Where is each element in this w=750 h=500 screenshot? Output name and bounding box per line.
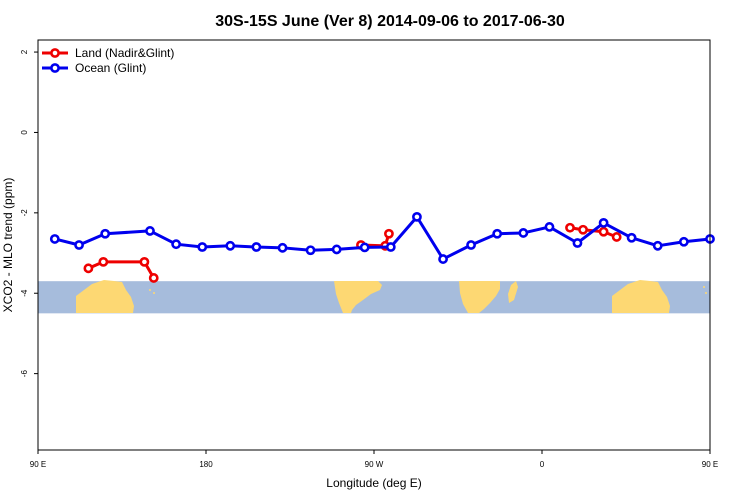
- x-tick-label: 90 E: [30, 460, 46, 469]
- series-1-point: [359, 242, 370, 253]
- x-tick-label: 90 W: [365, 460, 384, 469]
- series-1-point: [100, 228, 111, 239]
- island-dot: [705, 292, 707, 294]
- x-axis-label: Longitude (deg E): [326, 476, 421, 490]
- series-1-point: [305, 245, 316, 256]
- series-1-point: [544, 222, 555, 232]
- series-1-point: [572, 238, 583, 248]
- series-1-point: [171, 239, 182, 250]
- series-0-point: [139, 256, 150, 267]
- series-0-point: [565, 222, 575, 233]
- legend-label: Ocean (Glint): [75, 61, 146, 75]
- y-axis: 2 0 -2 -4 -6: [20, 49, 38, 377]
- series-1-line-0: [54, 215, 711, 261]
- series-1-point: [678, 236, 689, 247]
- island-dot: [153, 292, 155, 294]
- legend-label: Land (Nadir&Glint): [75, 46, 174, 60]
- series-1-point: [438, 254, 448, 264]
- series-0-point: [578, 224, 588, 235]
- y-tick-label: -2: [20, 209, 29, 217]
- y-tick-label: 0: [20, 130, 29, 135]
- series-0-point: [384, 228, 394, 239]
- series-1-point: [626, 232, 637, 243]
- series-1-point: [385, 242, 396, 252]
- series-0-line-0: [87, 260, 156, 279]
- legend: Land (Nadir&Glint)Ocean (Glint): [42, 46, 174, 75]
- series-1-point: [197, 242, 208, 252]
- africa-landmass: [459, 281, 500, 313]
- chart-title: 30S-15S June (Ver 8) 2014-09-06 to 2017-…: [215, 13, 565, 30]
- series-0-point: [98, 256, 109, 267]
- australia-landmass: [76, 280, 134, 313]
- series-0-point: [598, 226, 609, 237]
- map-band: [38, 280, 710, 314]
- series-0-point: [83, 263, 94, 274]
- series-1-point: [598, 217, 609, 228]
- series-1-point: [466, 240, 476, 250]
- australia-landmass-repeat: [612, 280, 670, 313]
- x-tick-label: 90 E: [702, 460, 718, 469]
- x-axis: 90 E 180 90 W 0 90 E: [30, 450, 718, 469]
- legend-marker: [50, 63, 60, 73]
- y-axis-label: XCO2 - MLO trend (ppm): [1, 178, 15, 313]
- series-1-point: [331, 244, 342, 255]
- island-dot: [149, 289, 151, 291]
- y-tick-label: 2: [20, 49, 29, 54]
- series-0-point: [611, 232, 622, 242]
- madagascar-landmass: [508, 281, 518, 303]
- series-layer: [49, 211, 715, 283]
- series-1-point: [412, 211, 422, 222]
- series-1-point: [145, 226, 155, 236]
- series-1-point: [652, 240, 663, 251]
- series-1-point: [225, 240, 236, 251]
- legend-marker: [50, 48, 60, 58]
- y-tick-label: -4: [20, 289, 29, 297]
- series-1-point: [277, 242, 288, 253]
- series-1-point: [74, 240, 84, 250]
- x-tick-label: 0: [540, 460, 545, 469]
- series-1-point: [518, 228, 529, 238]
- series-1-point: [49, 234, 60, 244]
- island-dot: [703, 286, 705, 288]
- series-1-point: [251, 242, 262, 252]
- x-tick-label: 180: [199, 460, 213, 469]
- y-tick-label: -6: [20, 370, 29, 378]
- series-0-point: [148, 273, 159, 283]
- series-1-point: [492, 228, 503, 239]
- south-america-landmass: [334, 281, 382, 313]
